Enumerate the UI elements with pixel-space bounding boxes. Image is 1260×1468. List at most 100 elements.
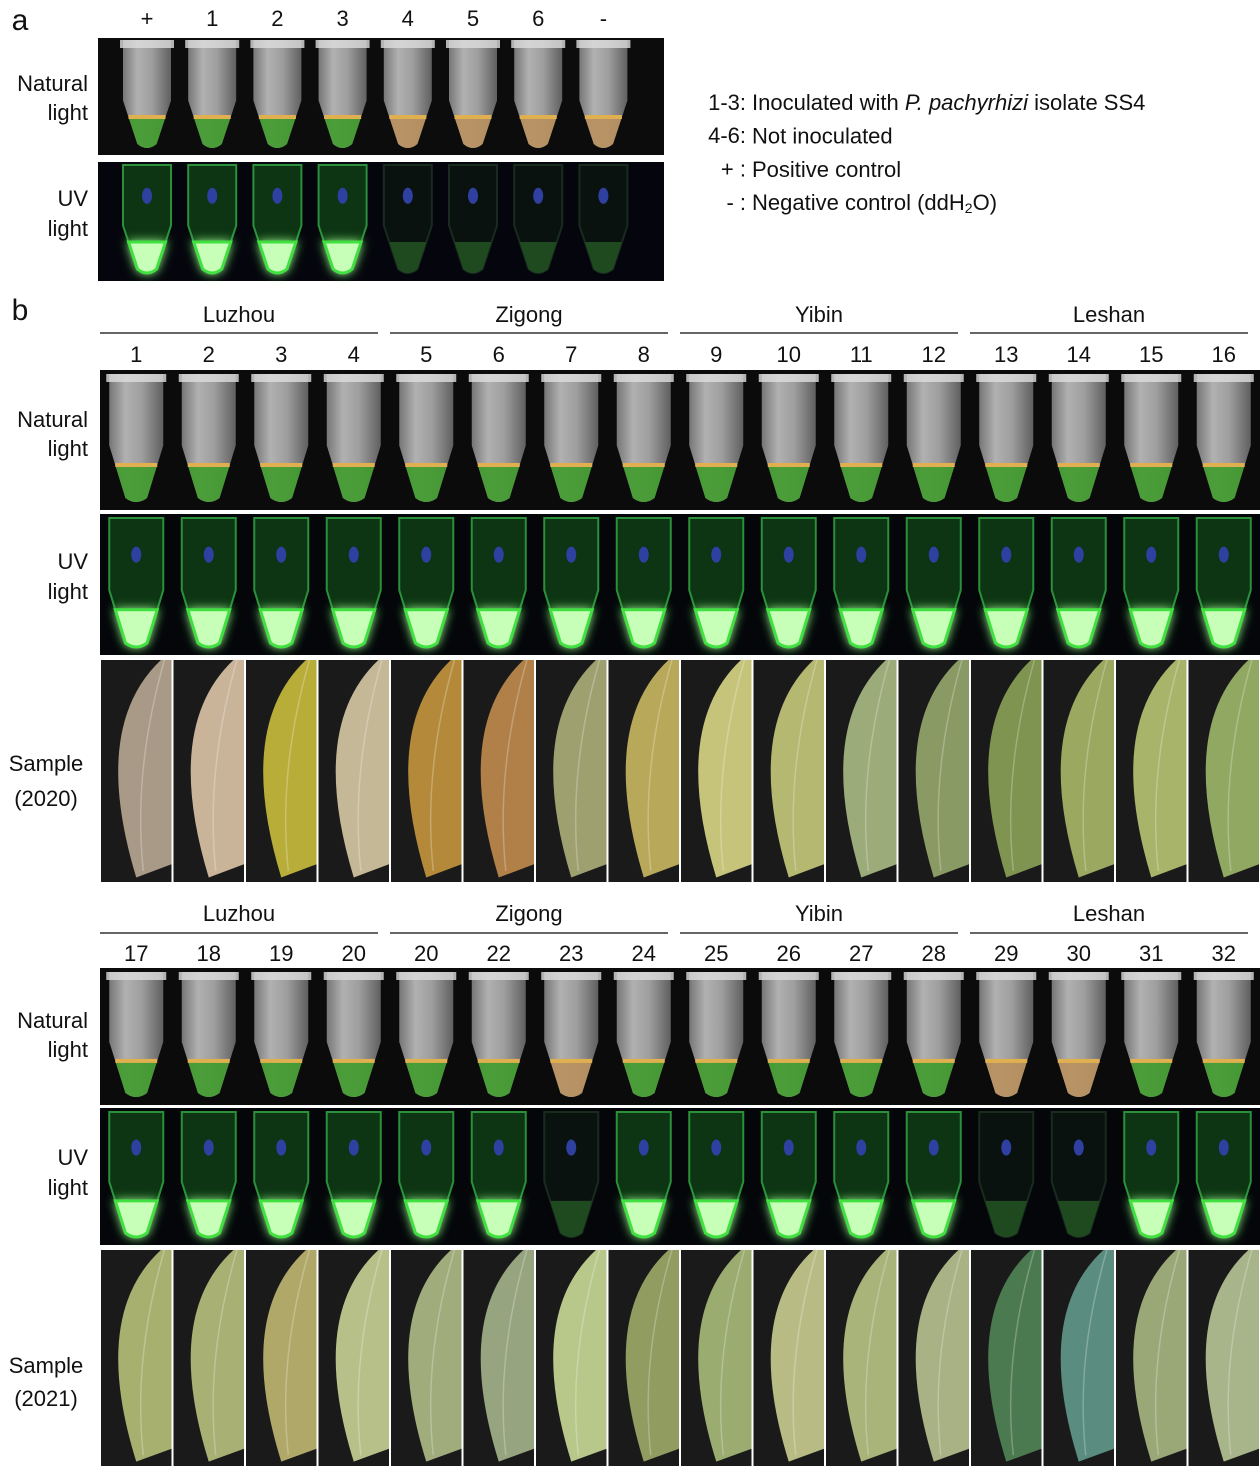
sample-number: 4 — [348, 342, 360, 367]
sample-number: 6 — [493, 342, 505, 367]
meniscus — [913, 1059, 955, 1063]
uv-spot — [204, 547, 214, 563]
tube-cap — [759, 972, 819, 980]
tube-label: 4 — [402, 6, 414, 31]
sample-number: 25 — [704, 941, 728, 966]
row-label: light — [48, 1175, 88, 1200]
row-label: UV — [57, 186, 88, 211]
legend-part: Positive control — [752, 157, 901, 182]
tube-cap — [316, 40, 370, 48]
uv-spot — [276, 1140, 286, 1156]
uv-spot — [131, 1140, 141, 1156]
tube-cap — [1194, 374, 1254, 382]
sample-number: 5 — [420, 342, 432, 367]
uv-spot — [421, 1140, 431, 1156]
tube-label: 5 — [467, 6, 479, 31]
legend-part: Negative control (ddH — [752, 190, 965, 215]
meniscus — [695, 1059, 737, 1063]
legend-part: isolate SS4 — [1028, 90, 1145, 115]
tube-label: 3 — [336, 6, 348, 31]
legend-part: 2 — [965, 200, 973, 216]
tube-cap — [904, 972, 964, 980]
sample-number: 14 — [1067, 342, 1091, 367]
meniscus — [188, 463, 230, 467]
tube-cap — [541, 374, 601, 382]
tube-cap — [1049, 972, 1109, 980]
legend-text: Not inoculated — [752, 123, 893, 148]
tube-cap — [541, 972, 601, 980]
legend-key: 4-6: — [708, 123, 746, 148]
meniscus — [985, 1059, 1027, 1063]
meniscus — [623, 1059, 665, 1063]
sample-number: 11 — [850, 342, 873, 367]
group-name: Leshan — [1073, 302, 1145, 327]
sample-number: 26 — [777, 941, 801, 966]
meniscus — [115, 1059, 157, 1063]
uv-spot — [421, 547, 431, 563]
tube-cap — [324, 972, 384, 980]
group-name: Luzhou — [203, 302, 275, 327]
sample-number: 18 — [197, 941, 221, 966]
uv-spot — [1074, 1140, 1084, 1156]
tube-cap — [1121, 972, 1181, 980]
uv-spot — [349, 1140, 359, 1156]
meniscus — [260, 1059, 302, 1063]
sample-number: 27 — [849, 941, 873, 966]
sample-number: 1 — [130, 342, 142, 367]
meniscus — [840, 463, 882, 467]
sample-number: 13 — [994, 342, 1018, 367]
uv-spot — [204, 1140, 214, 1156]
meniscus — [768, 1059, 810, 1063]
tube-label: + — [141, 6, 154, 31]
meniscus — [478, 463, 520, 467]
tube-label: 2 — [271, 6, 283, 31]
row-label: Sample — [9, 751, 84, 776]
sample-number: 20 — [342, 941, 366, 966]
sample-number: 12 — [922, 342, 946, 367]
legend-part: P. pachyrhizi — [905, 90, 1029, 115]
tube-cap — [251, 972, 311, 980]
page: { "panel_a": { "label": "a", "tube_label… — [0, 0, 1260, 1468]
legend-text: Negative control (ddH2O) — [752, 190, 997, 216]
uv-spot — [566, 547, 576, 563]
row-label: light — [48, 100, 88, 125]
legend-part: Inoculated with — [752, 90, 905, 115]
sample-number: 29 — [994, 941, 1018, 966]
tube-label: - — [600, 6, 607, 31]
uv-spot — [856, 1140, 866, 1156]
sample-number: 7 — [565, 342, 577, 367]
meniscus — [1130, 1059, 1172, 1063]
uv-spot — [338, 188, 348, 204]
meniscus — [585, 115, 622, 119]
uv-spot — [639, 547, 649, 563]
sample-number: 22 — [487, 941, 511, 966]
tube-cap — [976, 972, 1036, 980]
meniscus — [259, 115, 296, 119]
meniscus — [260, 463, 302, 467]
meniscus — [1203, 1059, 1245, 1063]
tube-cap — [469, 972, 529, 980]
row-label: UV — [57, 549, 88, 574]
sample-number: 2 — [203, 342, 215, 367]
legend-key: - : — [726, 190, 746, 215]
uv-spot — [711, 547, 721, 563]
group-name: Zigong — [495, 901, 562, 926]
tube-cap — [179, 374, 239, 382]
sample-number: 32 — [1212, 941, 1236, 966]
row-label: Natural — [17, 407, 88, 432]
tube-cap — [251, 374, 311, 382]
meniscus — [985, 463, 1027, 467]
row-label: Natural — [17, 1008, 88, 1033]
natural-light-photo — [98, 38, 664, 155]
tube-cap — [511, 40, 565, 48]
meniscus — [128, 115, 165, 119]
uv-spot — [349, 547, 359, 563]
row-label: light — [48, 436, 88, 461]
legend-part: Not inoculated — [752, 123, 893, 148]
sample-number: 15 — [1139, 342, 1163, 367]
tube-cap — [381, 40, 435, 48]
panel-label: b — [12, 294, 29, 327]
meniscus — [1203, 463, 1245, 467]
group-name: Zigong — [495, 302, 562, 327]
sample-number: 28 — [922, 941, 946, 966]
